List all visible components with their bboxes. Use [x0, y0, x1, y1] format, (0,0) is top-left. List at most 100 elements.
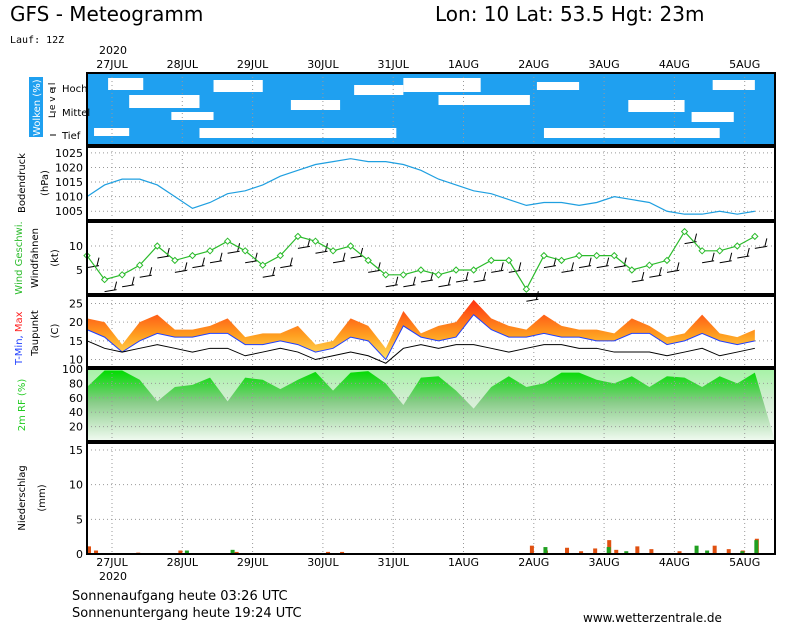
wind-barb-flag: [448, 276, 451, 285]
wind-speed-point: [188, 251, 197, 260]
wind-barb: [526, 298, 539, 302]
precip-bar: [234, 551, 239, 554]
wind-speed-point: [346, 242, 355, 250]
precip-bar: [543, 547, 548, 554]
y-tick-label: 1025: [55, 147, 83, 160]
wind-barb: [666, 269, 680, 273]
date-label-bottom: 2AUG: [518, 556, 549, 569]
cloud-axis-label: Wolken (%): [32, 79, 43, 136]
y-tick-label: 5: [76, 513, 83, 526]
wind-barb-flag: [764, 238, 768, 247]
wind-speed-point: [645, 261, 654, 269]
panel-frame: [86, 221, 776, 295]
wind-speed-point: [628, 266, 636, 274]
wind-barb: [139, 274, 152, 278]
sunset-text: Sonnenuntergang heute 19:24 UTC: [72, 606, 302, 621]
cloud-gap: [290, 100, 341, 110]
cloud-gap: [712, 80, 755, 90]
wind-barb-flag: [694, 233, 698, 242]
y-tick-label: 5: [76, 264, 83, 277]
wind-barb: [596, 265, 609, 269]
y-tick-label: 1015: [55, 176, 83, 189]
precip-bar: [593, 548, 598, 554]
wind-speed-point: [241, 247, 249, 255]
run-label: Lauf: 12Z: [10, 35, 64, 46]
precip-bar: [677, 551, 682, 554]
date-label-top: 2AUG: [518, 58, 549, 71]
wind-speed-point: [206, 247, 214, 255]
date-label-top: 28JUL: [167, 58, 199, 71]
wind-barb: [297, 245, 310, 249]
cloud-gap: [213, 80, 263, 92]
wind-speed-point: [680, 227, 689, 236]
wind-barb: [245, 260, 258, 264]
wind-barb-flag: [412, 276, 416, 285]
panel-frame: [86, 146, 776, 221]
wind-barb-flag: [641, 271, 645, 281]
pressure-unit-label: (hPa): [40, 170, 51, 196]
date-label-top: 30JUL: [307, 58, 339, 71]
cloud-gap: [628, 100, 685, 112]
wind-barb-flag: [201, 257, 205, 266]
precip-bar: [614, 549, 619, 554]
source-link[interactable]: www.wetterzentrale.de: [583, 611, 722, 625]
date-axis-top: 27JUL 28JUL 29JUL 30JUL 31JUL 1AUG 2AUG 3AUG 4AU…: [96, 58, 760, 71]
cloud-axis-badge: [29, 77, 43, 137]
wind-axis-label: Wind Geschwi.: [14, 221, 25, 294]
date-label-bottom: 3AUG: [589, 556, 620, 569]
cloud-level-label: Mittel: [62, 108, 90, 119]
wind-speed-point: [100, 275, 109, 284]
wind-barb: [438, 284, 451, 288]
date-label-top: 31JUL: [377, 58, 409, 71]
wind-speed-point: [610, 251, 618, 260]
wind-barb-flag: [219, 252, 223, 261]
wind-barb: [315, 250, 328, 254]
y-tick-label: 20: [69, 316, 83, 329]
date-axis-bottom: 27JUL 28JUL 29JUL 30JUL 31JUL 1AUG 2AUG 3AUG 4AU…: [96, 556, 760, 569]
cloud-gap: [94, 128, 130, 136]
wind-speed-point: [751, 232, 759, 241]
y-tick-label: 15: [69, 444, 83, 457]
date-label-top: 4AUG: [659, 58, 690, 71]
wind-barb-flag: [289, 257, 293, 266]
sunrise-text: Sonnenaufgang heute 03:26 UTC: [72, 589, 288, 604]
tmin-line: [86, 313, 755, 361]
wind-barb: [368, 269, 381, 273]
humidity-area: [87, 370, 775, 441]
precip-bar: [94, 550, 99, 554]
wind-barb: [403, 284, 416, 288]
wind-barb: [614, 265, 627, 269]
wind-barb: [579, 265, 592, 269]
date-label-bottom: 5AUG: [729, 556, 760, 569]
pressure-axis-label: Bodendruck: [17, 153, 28, 213]
cloud-gap: [403, 78, 481, 92]
y-tick-label: 1010: [55, 191, 83, 204]
precip-bar: [726, 549, 731, 554]
wind-barb-flag: [606, 257, 610, 266]
wind-barb-flag: [571, 262, 575, 271]
wind-barb-flag: [729, 252, 733, 261]
date-label-top: 3AUG: [589, 58, 620, 71]
wind-speed-point: [171, 256, 179, 265]
wind-speed-point: [592, 251, 601, 260]
precip-bar: [529, 545, 534, 554]
precip-bar: [230, 549, 235, 554]
precip-bar: [635, 546, 640, 554]
wind-barb: [192, 265, 205, 269]
wind-barb-flag: [676, 262, 680, 271]
dewpoint-line: [86, 340, 755, 364]
wind-barb-flag: [500, 262, 504, 271]
wind-barb-flag: [114, 281, 118, 290]
y-tick-label: 60: [69, 392, 83, 405]
y-tick-label: 100: [62, 363, 83, 376]
wind-speed-point: [575, 251, 583, 260]
wind-barb-flag: [342, 252, 346, 261]
wind-speed-point: [557, 256, 566, 265]
level-axis-label: L e v e l: [48, 83, 58, 118]
wind-barb: [737, 255, 750, 259]
wind-barb-flag: [483, 271, 487, 281]
wind-barb: [420, 279, 434, 283]
cloud-gap: [199, 128, 397, 138]
precip-bar: [649, 549, 654, 554]
